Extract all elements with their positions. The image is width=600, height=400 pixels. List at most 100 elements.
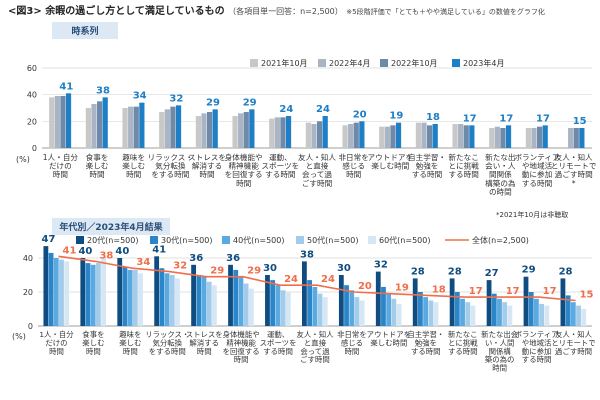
y-tick-label: 60	[27, 64, 37, 73]
bar	[386, 293, 392, 326]
data-label: 30	[337, 263, 351, 274]
legend-swatch	[318, 59, 326, 67]
bar	[528, 292, 534, 326]
bar	[396, 303, 402, 326]
x-tick-label-line: を回復する	[223, 347, 260, 356]
bar	[322, 297, 328, 326]
line-data-label: 15	[580, 290, 594, 301]
bar	[207, 112, 213, 148]
bar	[354, 297, 360, 326]
line-data-label: 17	[506, 286, 520, 297]
bar	[560, 278, 566, 326]
data-label: 32	[374, 260, 388, 271]
line-data-label: 17	[469, 286, 483, 297]
x-tick-label-line: 解消する	[192, 161, 222, 171]
bar	[191, 264, 196, 326]
legend-label: 20代(n=500)	[87, 235, 138, 245]
x-tick-label-line: 運動、	[267, 330, 289, 339]
bar	[270, 280, 276, 326]
bar	[159, 268, 165, 326]
x-tick-label-line: 食事を	[82, 330, 104, 339]
title-note: ※5段階評価で「とても＋やや満足している」の数値をグラフ化	[346, 8, 545, 16]
bar	[570, 302, 576, 326]
x-tick-label-line: と直接	[304, 338, 327, 347]
bar	[122, 266, 128, 326]
x-tick-label-line: 時間	[492, 364, 507, 373]
bar	[175, 278, 180, 326]
legend-label: 2023年4月	[463, 58, 504, 68]
x-tick-label-line: する時間	[522, 355, 552, 364]
data-label: 47	[42, 234, 56, 245]
data-label: 38	[300, 249, 314, 260]
bar	[539, 303, 544, 326]
x-tick-label-line: 会い・人	[485, 161, 516, 171]
data-label: 32	[169, 93, 183, 104]
data-label: 17	[536, 113, 550, 124]
x-tick-label-line: 時間	[89, 170, 104, 179]
x-tick-label-line: を回復する	[225, 169, 263, 179]
x-tick-label-line: とリモートで	[551, 338, 595, 347]
x-tick-label-line: 気分転換	[155, 161, 186, 171]
x-tick-label-line: する時間	[522, 179, 552, 188]
data-label: 30	[263, 263, 277, 274]
x-tick-label-line: 時間	[236, 179, 251, 188]
legend-label: 50代(n=500)	[307, 235, 358, 245]
x-tick-label-line: ストレスを	[188, 153, 226, 162]
data-label: 41	[59, 81, 73, 92]
x-tick-label-line: 動に参加	[522, 347, 552, 356]
bar	[525, 128, 531, 148]
bar	[60, 96, 66, 148]
bar	[507, 305, 513, 326]
bar	[486, 280, 492, 326]
bar	[117, 258, 123, 326]
bar	[228, 264, 233, 326]
x-tick-label-line: ごす時間	[300, 355, 330, 364]
x-tick-label-line: 運動、	[269, 153, 292, 162]
data-label: 34	[133, 91, 147, 102]
legend-label: 30代(n=500)	[161, 235, 212, 245]
bar	[418, 292, 423, 326]
bar	[381, 286, 386, 326]
y-tick-label: 40	[27, 91, 37, 100]
legend-swatch	[250, 59, 258, 67]
bar	[342, 125, 348, 148]
bar	[449, 278, 455, 326]
y-tick-label: 0	[28, 322, 33, 331]
y-tick-label: 40	[23, 254, 33, 263]
bar	[542, 125, 548, 148]
x-tick-label-line: だけの	[45, 338, 67, 347]
bar	[201, 276, 207, 326]
x-tick-label-line: する時間	[412, 170, 442, 179]
x-tick-label-line: だけの	[49, 162, 72, 171]
chart-title: <図3> 余暇の過ごし方として満足しているもの （各項目単一回答：n=2,500…	[8, 2, 545, 17]
bar	[285, 292, 291, 326]
series-line-total	[58, 255, 576, 302]
bar	[307, 280, 312, 326]
bar	[175, 105, 182, 148]
line-data-label: 34	[136, 257, 150, 268]
x-tick-label-line: 非日常を	[338, 152, 368, 162]
bar	[127, 269, 133, 326]
x-tick-label-line: い・人間	[485, 338, 515, 347]
x-tick-label-line: 食事を	[86, 152, 109, 162]
bar	[391, 298, 397, 326]
bar	[537, 126, 543, 148]
x-tick-label-line: 時間	[345, 347, 360, 356]
data-label: 36	[189, 253, 203, 264]
x-tick-label-line: 会って過	[300, 347, 330, 356]
bar	[65, 93, 72, 148]
line-data-label: 18	[432, 284, 446, 295]
bar	[96, 263, 101, 326]
x-tick-label-line: 時間	[49, 347, 64, 356]
x-tick-label-line: 身体機能や	[223, 330, 260, 339]
bar	[353, 122, 359, 148]
x-tick-label-line: 新たな出会	[481, 330, 519, 339]
data-label: 29	[243, 97, 257, 108]
x-tick-label-line: ボランティア	[515, 330, 559, 339]
legend-label: 全体(n=2,500)	[472, 235, 529, 245]
x-tick-label-line: 楽しむ時間	[370, 338, 407, 347]
bar	[305, 122, 311, 148]
bar	[49, 97, 55, 148]
x-tick-label-line: リラックス・	[148, 153, 193, 162]
section-label-age: 年代別／2023年4月結果	[52, 218, 170, 235]
